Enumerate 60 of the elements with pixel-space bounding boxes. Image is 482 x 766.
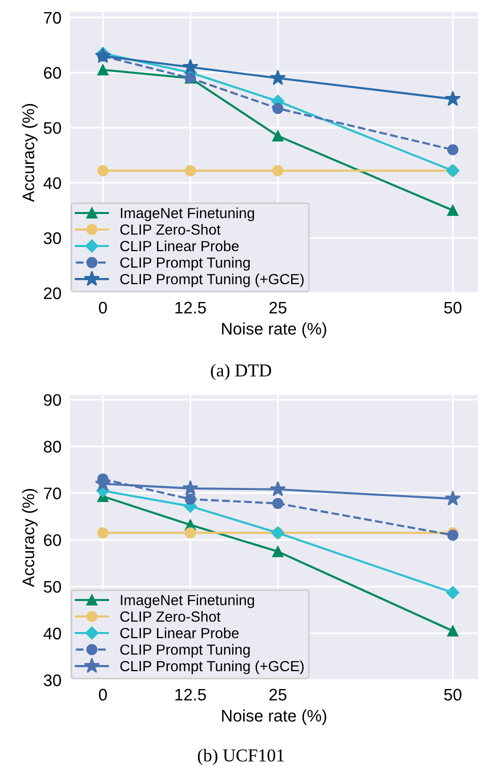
point <box>444 490 461 506</box>
point <box>270 481 286 496</box>
y-tick-label: 30 <box>44 674 62 686</box>
y-tick-label: 20 <box>44 287 62 300</box>
y-tick-label: 80 <box>44 440 62 453</box>
y-axis-title: Accuracy (%) <box>22 488 38 588</box>
legend-label: CLIP Prompt Tuning (+GCE) <box>120 660 304 674</box>
x-tick-label: 25 <box>269 688 286 701</box>
legend-label: CLIP Prompt Tuning (+GCE) <box>120 274 304 288</box>
y-tick-label: 70 <box>44 12 62 24</box>
legend-label: ImageNet Finetuning <box>120 594 254 608</box>
y-tick-label: 60 <box>44 67 62 79</box>
legend-label: CLIP Prompt Tuning <box>120 257 250 271</box>
y-tick-label: 50 <box>44 122 62 134</box>
point <box>94 48 111 63</box>
y-axis-title: Accuracy (%) <box>22 104 38 202</box>
point <box>447 204 458 216</box>
legend-label: CLIP Linear Probe <box>120 240 239 252</box>
y-tick-label: 40 <box>44 628 62 640</box>
x-axis-title: Noise rate (%) <box>222 709 326 725</box>
point <box>272 102 284 114</box>
point <box>270 70 286 85</box>
point <box>182 58 198 74</box>
y-tick-label: 30 <box>44 232 62 244</box>
x-tick-label: 0 <box>98 688 107 701</box>
point <box>444 90 461 106</box>
legend-label: CLIP Zero-Shot <box>120 224 221 235</box>
y-tick-label: 50 <box>44 580 62 593</box>
point <box>446 586 460 600</box>
x-tick-label: 0 <box>98 302 107 314</box>
legend-label: CLIP Prompt Tuning <box>120 644 250 658</box>
x-tick-label: 12.5 <box>175 302 206 314</box>
point <box>272 130 284 142</box>
point <box>97 527 108 538</box>
point <box>447 625 458 636</box>
point <box>97 64 108 76</box>
y-tick-label: 70 <box>44 488 62 500</box>
point <box>272 546 284 558</box>
x-tick-label: 50 <box>444 688 462 701</box>
point <box>447 144 458 156</box>
text: (b) UCF101 <box>198 748 284 766</box>
point <box>184 527 196 538</box>
point <box>184 494 196 505</box>
point <box>97 165 108 176</box>
legend-label: CLIP Linear Probe <box>120 628 239 638</box>
y-tick-label: 60 <box>44 534 62 546</box>
x-tick-label: 25 <box>269 302 286 314</box>
y-tick-label: 90 <box>44 394 62 406</box>
x-tick-label: 50 <box>444 302 462 314</box>
point <box>182 480 198 496</box>
legend-label: ImageNet Finetuning <box>120 208 254 222</box>
x-tick-label: 12.5 <box>175 688 206 701</box>
legend-label: CLIP Zero-Shot <box>120 611 221 622</box>
point <box>272 165 284 176</box>
point <box>184 165 196 176</box>
point <box>447 530 458 541</box>
point <box>272 498 284 509</box>
y-tick-label: 40 <box>44 177 62 190</box>
text: (a) DTD <box>210 364 272 380</box>
x-axis-title: Noise rate (%) <box>222 322 326 338</box>
